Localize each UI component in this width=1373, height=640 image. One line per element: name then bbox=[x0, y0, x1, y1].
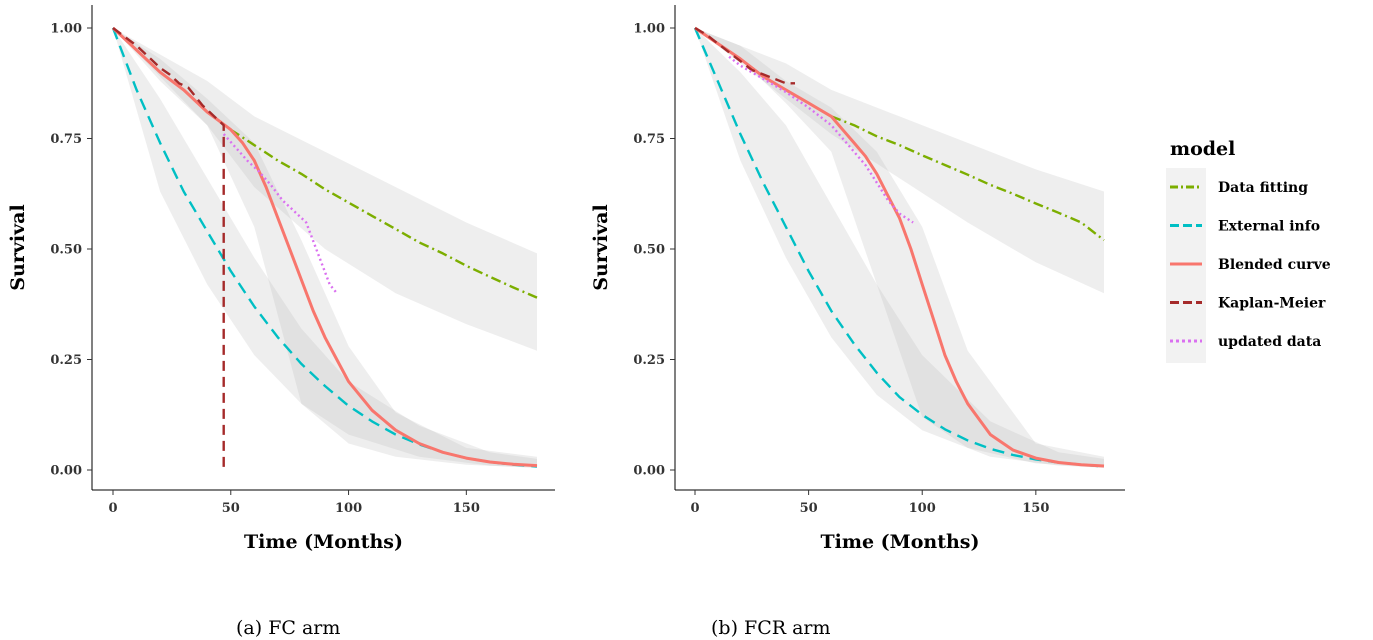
series-line-blend bbox=[111, 26, 538, 468]
series-line-km bbox=[694, 26, 795, 85]
series-line-fit bbox=[230, 128, 538, 299]
legend-label-fit: Data fitting bbox=[1218, 180, 1308, 196]
x-tick-label: 0 bbox=[690, 501, 699, 516]
band-blend bbox=[695, 28, 1104, 468]
band-fit bbox=[113, 28, 537, 351]
x-axis-title: Time (Months) bbox=[821, 531, 980, 553]
y-tick-label: 0.25 bbox=[50, 353, 82, 368]
legend-title: model bbox=[1170, 138, 1235, 160]
series-line-upd bbox=[222, 133, 338, 294]
y-tick-label: 0.50 bbox=[633, 243, 665, 258]
legend-label-ext: External info bbox=[1218, 219, 1320, 235]
x-tick-label: 150 bbox=[453, 501, 480, 516]
series-line-upd bbox=[728, 55, 914, 224]
x-tick-label: 50 bbox=[222, 501, 240, 516]
y-tick-label: 0.25 bbox=[633, 353, 665, 368]
legend-label-blend: Blended curve bbox=[1218, 257, 1331, 273]
y-tick-label: 0.00 bbox=[50, 464, 82, 479]
series-line-km bbox=[112, 27, 225, 470]
caption-fcr: (b) FCR arm bbox=[711, 617, 831, 639]
x-tick-label: 100 bbox=[335, 501, 362, 516]
y-tick-label: 0.50 bbox=[50, 243, 82, 258]
band-ext bbox=[695, 28, 1104, 468]
x-tick-label: 0 bbox=[108, 501, 117, 516]
x-axis-title: Time (Months) bbox=[244, 531, 403, 553]
x-tick-label: 100 bbox=[909, 501, 936, 516]
y-tick-label: 1.00 bbox=[50, 22, 82, 37]
y-axis-title: Survival bbox=[7, 204, 29, 290]
caption-fc: (a) FC arm bbox=[236, 617, 340, 639]
series-line-fit bbox=[830, 115, 1105, 242]
x-tick-label: 150 bbox=[1022, 501, 1049, 516]
legend: model Data fitting External info Blended c… bbox=[1166, 138, 1331, 363]
legend-label-upd: updated data bbox=[1218, 334, 1321, 350]
series-line-blend bbox=[694, 26, 1105, 468]
band-ext bbox=[113, 28, 537, 468]
x-tick-label: 50 bbox=[800, 501, 818, 516]
band-fit bbox=[695, 28, 1104, 294]
band-blend bbox=[113, 28, 537, 468]
chart-panel-fc: 0 50 100 150 0.00 0.25 0.50 0.75 1.00 Time (Month… bbox=[7, 5, 555, 553]
y-tick-label: 0.75 bbox=[50, 132, 82, 147]
y-tick-label: 1.00 bbox=[633, 22, 665, 37]
legend-label-km: Kaplan-Meier bbox=[1218, 296, 1326, 312]
y-axis-title: Survival bbox=[590, 204, 612, 290]
y-tick-label: 0.00 bbox=[633, 464, 665, 479]
y-tick-label: 0.75 bbox=[633, 132, 665, 147]
chart-panel-fcr: 0 50 100 150 0.00 0.25 0.50 0.75 1.00 Time (Month… bbox=[590, 5, 1125, 553]
